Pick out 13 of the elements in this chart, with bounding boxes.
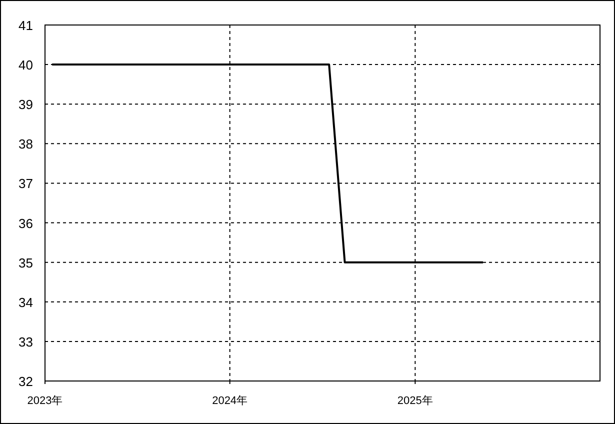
x-tick-label: 2024年 bbox=[212, 395, 248, 407]
y-tick-label: 33 bbox=[18, 334, 33, 350]
y-tick-label: 35 bbox=[18, 255, 33, 270]
y-tick-label: 37 bbox=[18, 176, 33, 192]
y-tick-label: 39 bbox=[18, 97, 33, 112]
y-tick-label: 40 bbox=[18, 58, 33, 73]
x-tick-label: 2023年 bbox=[27, 395, 63, 407]
y-tick-label: 36 bbox=[18, 216, 33, 231]
y-tick-label: 38 bbox=[18, 136, 33, 152]
x-tick-label: 2025年 bbox=[397, 395, 433, 407]
y-tick-label: 32 bbox=[18, 374, 33, 389]
y-tick-label: 34 bbox=[18, 294, 33, 310]
y-tick-label: 41 bbox=[18, 18, 33, 33]
